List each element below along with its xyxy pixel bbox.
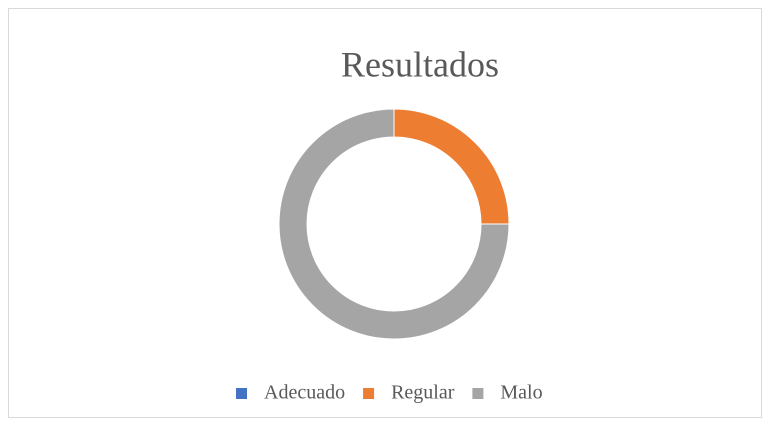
legend-label: Adecuado	[264, 382, 345, 404]
chart-title: Resultados	[341, 44, 499, 84]
legend-swatch	[363, 388, 375, 399]
legend-label: Regular	[391, 382, 455, 404]
legend-swatch	[236, 388, 247, 399]
legend-label: Malo	[500, 382, 542, 404]
donut-slice	[278, 108, 510, 340]
chart-border	[8, 8, 762, 418]
legend-swatch	[472, 388, 484, 399]
